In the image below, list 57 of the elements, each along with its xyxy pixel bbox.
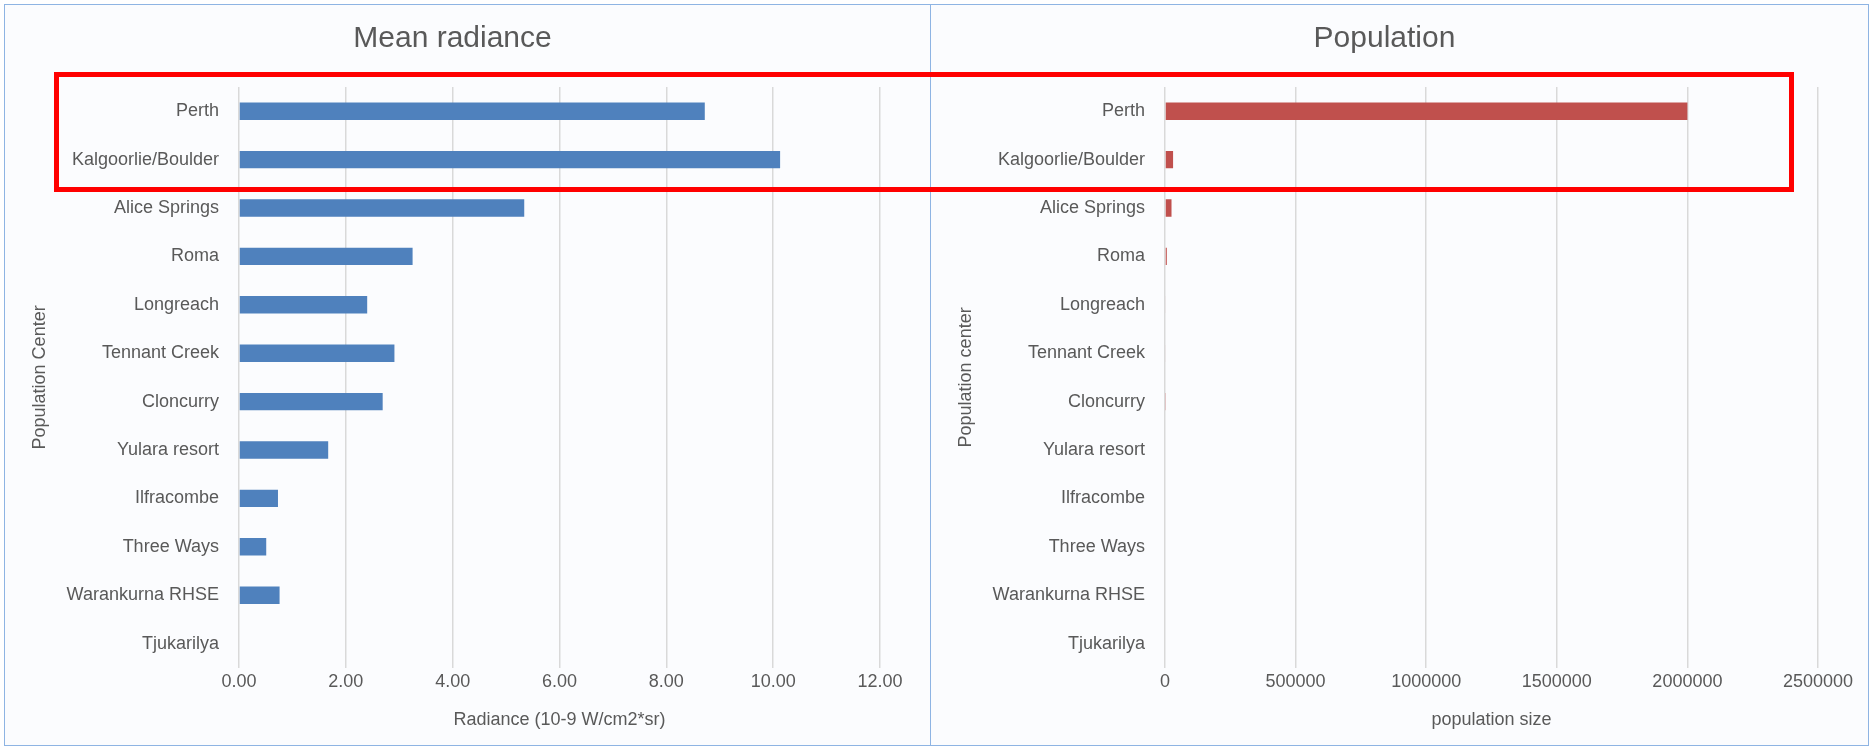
bar: [1165, 150, 1174, 169]
bar: [239, 199, 525, 217]
x-tick-label: 6.00: [541, 670, 578, 691]
y-tick-label: Roma: [1096, 245, 1146, 266]
y-tick-label: Alice Springs: [1039, 196, 1145, 217]
y-tick-label: Warankurna RHSE: [992, 584, 1145, 605]
x-tick-label: 12.00: [857, 670, 903, 691]
bar: [239, 392, 383, 411]
y-tick-label: Ilfracombe: [1060, 487, 1145, 508]
y-tick-label: Cloncurry: [1067, 390, 1145, 411]
bar: [239, 538, 267, 556]
x-tick-label: 0.00: [221, 670, 257, 691]
x-tick-label: 2000000: [1652, 670, 1723, 691]
x-tick-label: 10.00: [750, 670, 796, 691]
y-tick-label: Three Ways: [1048, 535, 1145, 556]
y-tick-label: Roma: [170, 245, 220, 266]
y-tick-label: Yulara resort: [1042, 438, 1145, 459]
bar: [239, 586, 280, 604]
y-tick-label: Tjukarilya: [1067, 632, 1146, 653]
x-tick-label: 4.00: [435, 670, 471, 691]
y-tick-label: Kalgoorlie/Boulder: [71, 148, 219, 169]
y-tick-label: Longreach: [133, 293, 219, 314]
y-tick-label: Perth: [175, 100, 219, 121]
x-tick-label: 500000: [1265, 670, 1326, 691]
bar: [239, 489, 278, 508]
bar: [239, 150, 781, 169]
chart-title: Population: [1313, 20, 1456, 54]
bar: [239, 102, 705, 120]
y-tick-label: Longreach: [1059, 293, 1145, 314]
x-axis-title: Radiance (10-9 W/cm2*sr): [453, 709, 666, 730]
x-tick-label: 8.00: [648, 670, 684, 691]
chart-title: Mean radiance: [353, 20, 552, 54]
y-tick-label: Tennant Creek: [1027, 342, 1146, 363]
y-tick-label: Warankurna RHSE: [66, 584, 219, 605]
x-tick-label: 0: [1159, 670, 1170, 691]
y-tick-label: Alice Springs: [113, 196, 219, 217]
x-axis-title: population size: [1431, 709, 1552, 730]
x-tick-label: 1000000: [1391, 670, 1462, 691]
y-axis-title: Population Center: [28, 305, 49, 450]
y-tick-label: Yulara resort: [116, 438, 219, 459]
x-tick-label: 1500000: [1521, 670, 1592, 691]
y-tick-label: Cloncurry: [141, 390, 219, 411]
bar: [1165, 199, 1172, 217]
y-axis-title: Population center: [954, 307, 975, 448]
bar: [239, 344, 395, 362]
bar: [239, 247, 413, 266]
y-tick-label: Tennant Creek: [101, 342, 220, 363]
y-tick-label: Ilfracombe: [134, 487, 219, 508]
y-tick-label: Perth: [1101, 100, 1145, 121]
bar: [1165, 102, 1688, 120]
x-tick-label: 2500000: [1782, 670, 1854, 691]
x-tick-label: 2.00: [328, 670, 364, 691]
y-tick-label: Tjukarilya: [141, 632, 220, 653]
bar: [239, 441, 329, 459]
bar: [239, 296, 368, 314]
y-tick-label: Three Ways: [122, 535, 219, 556]
y-tick-label: Kalgoorlie/Boulder: [997, 148, 1145, 169]
